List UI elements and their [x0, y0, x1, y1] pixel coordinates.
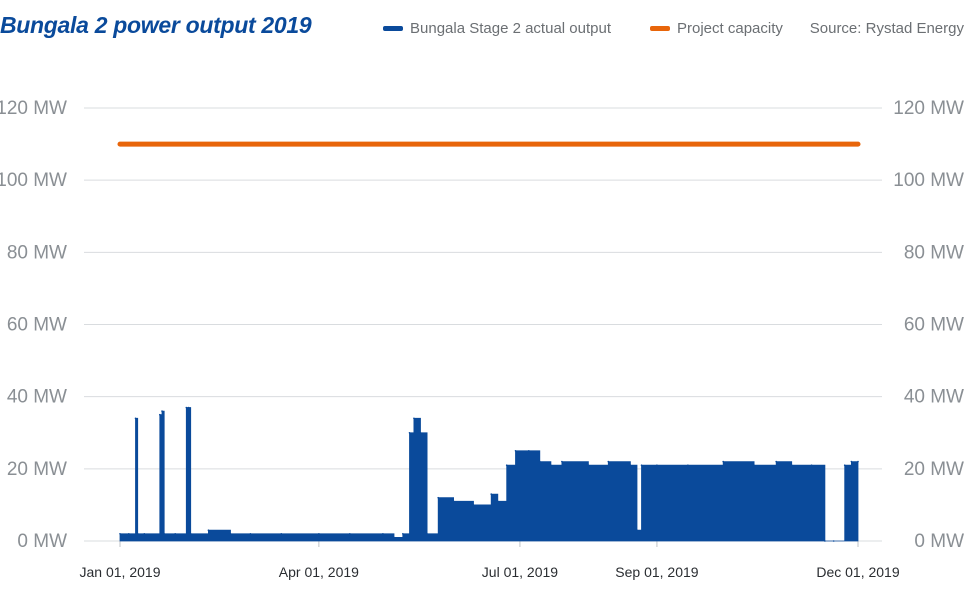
series-actual-output-point — [561, 460, 563, 463]
series-actual-output-point — [452, 500, 455, 503]
y-tick-label-right: 0 MW — [914, 531, 964, 552]
series-actual-output-point — [207, 529, 210, 531]
series-actual-output-point — [550, 464, 552, 467]
series-actual-output-point — [161, 410, 163, 412]
series-actual-output-point — [185, 406, 188, 409]
series-actual-output-point — [722, 460, 724, 463]
series-actual-output-point — [136, 533, 139, 535]
chart-source: Source: Rystad Energy — [809, 20, 964, 37]
legend-swatch-project-capacity — [650, 26, 670, 31]
y-tick-label-left: 20 MW — [7, 459, 67, 480]
series-actual-output-point — [810, 464, 813, 467]
series-actual-output-point — [437, 496, 440, 499]
series-actual-output-point — [128, 533, 130, 535]
legend-item-actual-output: Bungala Stage 2 actual output — [383, 20, 611, 37]
series-actual-output-point — [687, 464, 689, 467]
x-tick-label: Jul 01, 2019 — [482, 564, 558, 580]
legend-swatch-actual-output — [383, 26, 403, 31]
series-actual-output-point — [382, 533, 384, 535]
x-tick-label: Jan 01, 2019 — [80, 564, 161, 580]
y-tick-label-right: 120 MW — [893, 98, 964, 119]
series-actual-output-point — [790, 464, 793, 467]
x-tick-label: Sep 01, 2019 — [615, 564, 699, 580]
x-tick-label: Dec 01, 2019 — [816, 564, 899, 580]
series-actual-output-point — [426, 533, 428, 535]
series-actual-output-point — [189, 533, 192, 535]
series-actual-output-point — [528, 450, 530, 452]
y-tick-label-left: 60 MW — [7, 315, 67, 336]
series-actual-output-point — [640, 464, 643, 467]
series-actual-output-point — [408, 432, 411, 434]
series-actual-output-point — [490, 493, 493, 495]
series-actual-output-point — [514, 450, 517, 452]
y-tick-label-left: 80 MW — [7, 242, 67, 263]
series-actual-output-point — [119, 533, 121, 535]
series-actual-output-point — [318, 533, 320, 535]
series-actual-output-point — [629, 464, 632, 467]
series-actual-output-point — [402, 533, 404, 535]
series-actual-output-point — [349, 533, 351, 535]
series-actual-output-point — [843, 464, 846, 467]
series-actual-output-point — [656, 464, 658, 467]
x-tick-label: Apr 01, 2019 — [279, 564, 359, 580]
series-actual-output-point — [159, 413, 161, 416]
series-actual-output-point — [187, 406, 190, 409]
series-actual-output-point — [472, 504, 475, 506]
series-actual-output-point — [587, 464, 590, 467]
legend-item-project-capacity: Project capacity — [650, 20, 783, 37]
series-actual-output-point — [163, 533, 165, 535]
series-actual-output-point — [832, 540, 835, 542]
series-actual-output-point — [539, 460, 541, 463]
y-tick-label-left: 40 MW — [7, 387, 67, 408]
y-tick-label-right: 80 MW — [904, 242, 964, 263]
series-actual-output-point — [280, 533, 283, 535]
series-actual-output-area — [119, 407, 859, 542]
series-actual-output-point — [413, 417, 415, 420]
series-actual-output-point — [497, 500, 499, 503]
series-actual-output-point — [393, 536, 395, 539]
series-actual-output-point — [229, 533, 232, 535]
legend-label-actual-output: Bungala Stage 2 actual output — [410, 20, 611, 37]
series-actual-output-point — [505, 464, 508, 467]
chart-title: Bungala 2 power output 2019 — [0, 12, 312, 38]
series-actual-output-point — [134, 417, 137, 420]
series-actual-output-point — [636, 529, 638, 531]
y-tick-label-right: 40 MW — [904, 387, 964, 408]
series-actual-output-point — [824, 540, 826, 542]
series-actual-output-point — [174, 533, 176, 535]
y-tick-label-right: 100 MW — [893, 170, 964, 191]
series-actual-output-point — [143, 533, 146, 535]
series-actual-output-point — [249, 533, 252, 535]
series-actual-output-point — [607, 460, 610, 463]
series-actual-output-point — [857, 460, 859, 463]
series-actual-output-point — [850, 460, 853, 463]
y-tick-label-left: 100 MW — [0, 170, 67, 191]
y-tick-label-left: 0 MW — [17, 531, 67, 552]
y-tick-label-right: 60 MW — [904, 315, 964, 336]
series-actual-output-point — [775, 460, 777, 463]
y-tick-label-left: 120 MW — [0, 98, 67, 119]
series-actual-output-point — [419, 432, 422, 434]
y-tick-label-right: 20 MW — [904, 459, 964, 480]
legend-label-project-capacity: Project capacity — [677, 20, 783, 37]
series-actual-output-point — [753, 464, 755, 467]
